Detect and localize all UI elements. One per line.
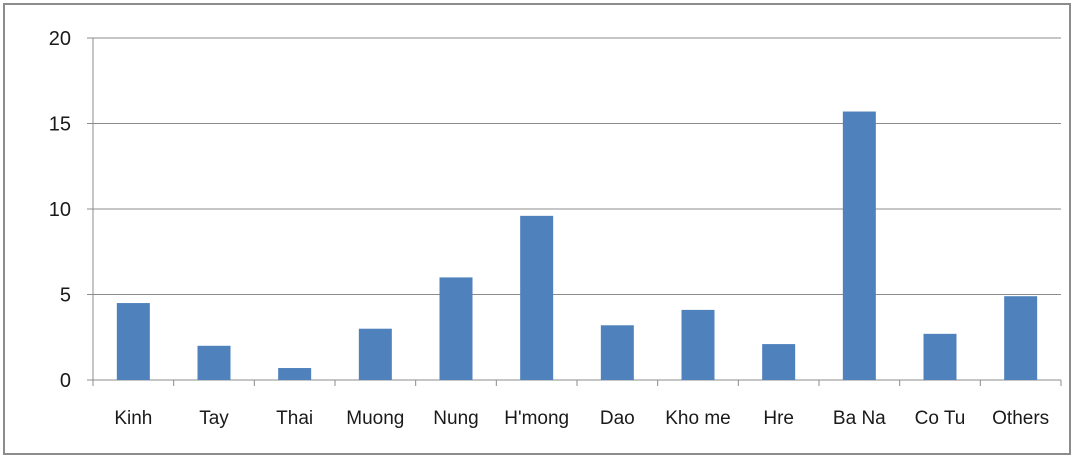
y-tick-label: 20 [49, 28, 71, 50]
bar-muong [358, 328, 392, 380]
x-category-label: Tay [199, 408, 229, 429]
bar-kinh [116, 303, 150, 380]
x-axis-category-labels: Kinh Tay Thai Muong Nung H'mong Dao Kho me Hre Ba… [114, 408, 1049, 429]
x-category-label: H'mong [504, 408, 569, 429]
bars [116, 111, 1038, 380]
bar-ba-na [842, 111, 876, 380]
x-category-label: Muong [346, 408, 404, 429]
x-category-label: Hre [763, 408, 794, 429]
x-category-label: Others [992, 408, 1049, 429]
y-tick-label: 5 [60, 285, 71, 307]
x-category-label: Kinh [114, 408, 152, 429]
x-category-label: Co Tu [915, 408, 966, 429]
x-category-label: Ba Na [833, 408, 886, 429]
bar-hre [762, 344, 796, 380]
bar-others [1004, 296, 1038, 380]
bar-dao [600, 325, 634, 380]
x-category-label: Kho me [665, 408, 730, 429]
x-category-label: Nung [433, 408, 478, 429]
y-tick-label: 0 [60, 370, 71, 392]
y-axis-tick-labels: 0 5 10 15 20 [49, 28, 71, 392]
bar-thai [278, 368, 312, 380]
bar-tay [197, 345, 231, 380]
axes [87, 37, 1062, 386]
y-tick-label: 15 [49, 114, 71, 136]
x-category-label: Thai [276, 408, 313, 429]
x-category-label: Dao [600, 408, 635, 429]
gridlines [93, 37, 1061, 295]
bar-h-mong [520, 215, 554, 380]
bar-nung [439, 277, 473, 380]
bar-kho-me [681, 309, 715, 380]
bar-co-tu [923, 333, 957, 380]
y-tick-label: 10 [49, 199, 71, 221]
